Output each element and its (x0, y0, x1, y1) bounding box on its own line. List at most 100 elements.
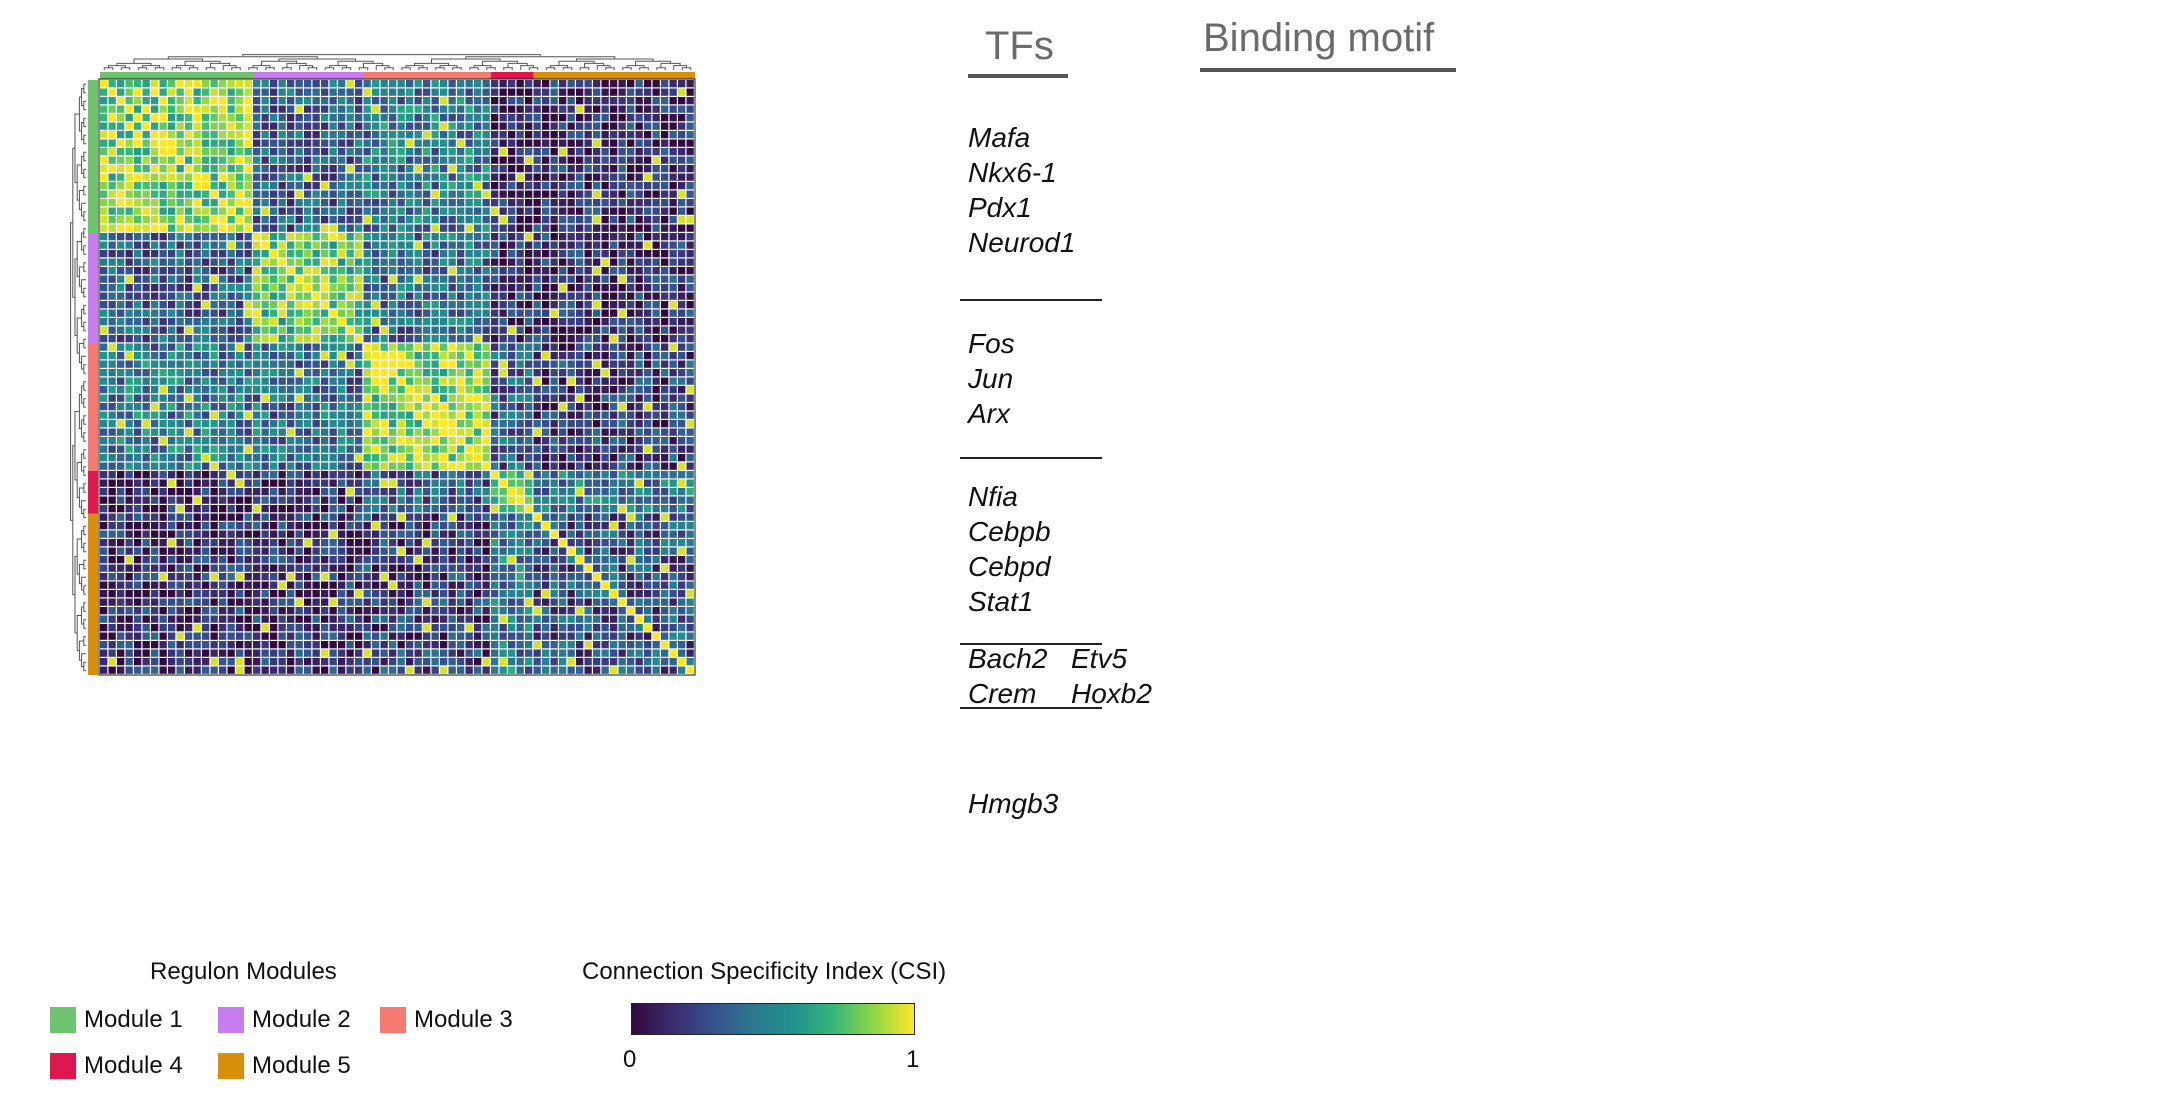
heatmap-cell (431, 377, 439, 385)
heatmap-cell (253, 284, 261, 292)
heatmap-cell (227, 190, 235, 198)
heatmap-cell (355, 88, 363, 96)
heatmap-cell (142, 462, 150, 470)
heatmap-cell (329, 352, 337, 360)
module-bar-segment (88, 80, 98, 233)
heatmap-cell (567, 241, 575, 249)
heatmap-cell (635, 581, 643, 589)
heatmap-cell (236, 454, 244, 462)
heatmap-cell (652, 326, 660, 334)
heatmap-cell (576, 352, 584, 360)
heatmap-cell (355, 513, 363, 521)
heatmap-cell (652, 105, 660, 113)
heatmap-cell (465, 462, 473, 470)
heatmap-cell (210, 284, 218, 292)
heatmap-cell (100, 267, 108, 275)
heatmap-cell (406, 122, 414, 130)
heatmap-cell (142, 207, 150, 215)
heatmap-cell (465, 590, 473, 598)
heatmap-cell (270, 139, 278, 147)
heatmap-cell (686, 343, 694, 351)
heatmap-cell (644, 411, 652, 419)
heatmap-cell (176, 632, 184, 640)
heatmap-cell (406, 309, 414, 317)
heatmap-cell (142, 488, 150, 496)
dendrogram-branch (520, 65, 534, 70)
heatmap-cell (414, 428, 422, 436)
heatmap-cell (117, 190, 125, 198)
heatmap-cell (295, 462, 303, 470)
heatmap-cell (193, 581, 201, 589)
heatmap-cell (397, 496, 405, 504)
heatmap-cell (542, 505, 550, 513)
heatmap-cell (669, 343, 677, 351)
heatmap-cell (576, 403, 584, 411)
heatmap-cell (431, 547, 439, 555)
heatmap-cell (363, 199, 371, 207)
heatmap-cell (423, 250, 431, 258)
heatmap-cell (295, 411, 303, 419)
heatmap-cell (499, 292, 507, 300)
heatmap-cell (168, 343, 176, 351)
heatmap-cell (312, 88, 320, 96)
heatmap-cell (601, 182, 609, 190)
heatmap-cell (457, 428, 465, 436)
heatmap-cell (380, 437, 388, 445)
heatmap-cell (686, 556, 694, 564)
dendrogram-branch (435, 67, 445, 70)
heatmap-cell (270, 454, 278, 462)
heatmap-cell (168, 547, 176, 555)
heatmap-cell (610, 318, 618, 326)
heatmap-cell (312, 182, 320, 190)
heatmap-cell (278, 488, 286, 496)
heatmap-cell (117, 360, 125, 368)
heatmap-cell (465, 258, 473, 266)
heatmap-cell (287, 267, 295, 275)
heatmap-cell (346, 547, 354, 555)
heatmap-cell (159, 394, 167, 402)
heatmap-cell (414, 250, 422, 258)
heatmap-cell (661, 335, 669, 343)
heatmap-cell (542, 632, 550, 640)
heatmap-cell (142, 420, 150, 428)
heatmap-cell (508, 156, 516, 164)
heatmap-cell (219, 479, 227, 487)
heatmap-cell (159, 173, 167, 181)
heatmap-cell (176, 122, 184, 130)
heatmap-cell (193, 411, 201, 419)
heatmap-cell (482, 420, 490, 428)
heatmap-cell (363, 131, 371, 139)
heatmap-cell (151, 488, 159, 496)
heatmap-cell (227, 505, 235, 513)
heatmap-cell (253, 428, 261, 436)
heatmap-cell (397, 148, 405, 156)
heatmap-cell (525, 233, 533, 241)
heatmap-cell (185, 437, 193, 445)
heatmap-cell (159, 139, 167, 147)
heatmap-cell (287, 190, 295, 198)
heatmap-cell (244, 539, 252, 547)
heatmap-cell (448, 488, 456, 496)
heatmap-cell (482, 284, 490, 292)
heatmap-cell (355, 318, 363, 326)
heatmap-cell (202, 539, 210, 547)
heatmap-cell (465, 173, 473, 181)
heatmap-cell (287, 513, 295, 521)
heatmap-cell (363, 590, 371, 598)
heatmap-cell (465, 250, 473, 258)
heatmap-cell (661, 598, 669, 606)
heatmap-cell (236, 199, 244, 207)
heatmap-cell (576, 411, 584, 419)
heatmap-cell (635, 530, 643, 538)
heatmap-cell (601, 199, 609, 207)
heatmap-cell (533, 165, 541, 173)
heatmap-cell (423, 641, 431, 649)
heatmap-cell (397, 105, 405, 113)
heatmap-cell (491, 573, 499, 581)
heatmap-cell (508, 590, 516, 598)
heatmap-cell (108, 173, 116, 181)
heatmap-cell (584, 403, 592, 411)
heatmap-cell (678, 122, 686, 130)
heatmap-cell (244, 394, 252, 402)
heatmap-cell (261, 182, 269, 190)
